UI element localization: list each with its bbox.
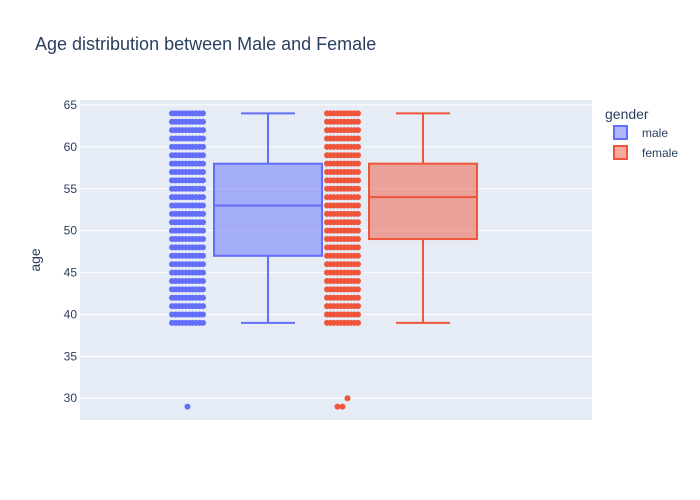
data-point-female	[355, 269, 361, 276]
outlier-point-female	[334, 403, 341, 410]
data-point-female	[355, 152, 361, 159]
data-point-male	[200, 319, 206, 326]
data-point-male	[200, 110, 206, 117]
legend-item-male: male	[613, 125, 668, 140]
data-point-female	[355, 219, 361, 226]
data-point-male	[200, 202, 206, 209]
data-point-female	[355, 252, 361, 259]
data-point-female	[355, 169, 361, 176]
data-point-male	[200, 185, 206, 192]
data-point-male	[200, 169, 206, 176]
data-point-male	[200, 160, 206, 167]
y-axis-ticks: 30 35 40 45 50 55 60 65	[64, 98, 78, 405]
trace-male	[169, 110, 323, 410]
y-tick-45: 45	[64, 266, 78, 280]
data-point-male	[200, 236, 206, 243]
data-point-male	[200, 294, 206, 301]
data-point-female	[355, 286, 361, 293]
data-point-male	[200, 219, 206, 226]
data-point-female	[355, 210, 361, 217]
outlier-point-female	[344, 395, 351, 402]
data-point-female	[355, 143, 361, 150]
data-point-male	[200, 194, 206, 201]
outlier-point-male	[184, 403, 191, 410]
y-tick-30: 30	[64, 391, 78, 405]
y-tick-60: 60	[64, 140, 78, 154]
data-point-female	[355, 311, 361, 318]
legend-item-female: female	[613, 145, 678, 160]
legend-label-male: male	[642, 126, 668, 140]
data-point-female	[355, 277, 361, 284]
box-female	[368, 162, 478, 241]
data-point-female	[355, 236, 361, 243]
data-point-male	[200, 143, 206, 150]
data-point-male	[200, 135, 206, 142]
data-point-male	[200, 277, 206, 284]
data-point-male	[200, 244, 206, 251]
box-male	[213, 162, 323, 257]
y-tick-55: 55	[64, 182, 78, 196]
traces	[169, 110, 478, 410]
data-point-female	[355, 244, 361, 251]
data-point-male	[200, 269, 206, 276]
legend: gender male female	[605, 106, 678, 160]
outlier-point-female	[339, 403, 346, 410]
data-point-female	[355, 294, 361, 301]
y-tick-35: 35	[64, 349, 78, 363]
data-point-female	[355, 227, 361, 234]
legend-title: gender	[605, 106, 649, 122]
y-axis-label: age	[27, 248, 43, 272]
data-point-female	[355, 194, 361, 201]
data-point-male	[200, 303, 206, 310]
y-tick-65: 65	[64, 98, 78, 112]
data-point-male	[200, 152, 206, 159]
data-point-male	[200, 118, 206, 125]
data-point-male	[200, 210, 206, 217]
legend-swatch-male	[613, 125, 628, 140]
data-point-female	[355, 110, 361, 117]
data-point-female	[355, 135, 361, 142]
data-point-male	[200, 127, 206, 134]
data-point-female	[355, 202, 361, 209]
legend-swatch-female	[613, 145, 628, 160]
data-point-female	[355, 127, 361, 134]
data-point-female	[355, 319, 361, 326]
data-point-male	[200, 286, 206, 293]
data-point-male	[200, 252, 206, 259]
y-tick-50: 50	[64, 224, 78, 238]
data-point-male	[200, 177, 206, 184]
data-point-male	[200, 311, 206, 318]
chart-title: Age distribution between Male and Female	[35, 34, 376, 54]
data-point-female	[355, 185, 361, 192]
data-point-male	[200, 227, 206, 234]
data-point-female	[355, 177, 361, 184]
y-tick-40: 40	[64, 307, 78, 321]
legend-label-female: female	[642, 146, 678, 160]
data-point-female	[355, 261, 361, 268]
trace-female	[324, 110, 478, 410]
data-point-male	[200, 261, 206, 268]
data-point-female	[355, 160, 361, 167]
data-point-female	[355, 303, 361, 310]
data-point-female	[355, 118, 361, 125]
